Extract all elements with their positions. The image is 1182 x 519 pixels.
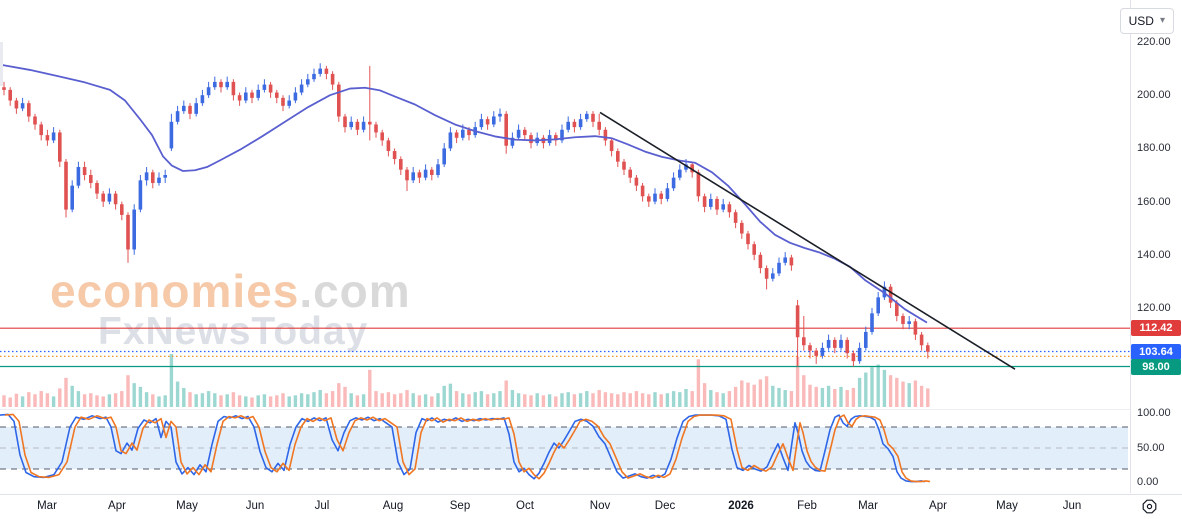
price-tick-label: 160.00 [1137, 195, 1171, 208]
support-price-badge: 98.00 [1131, 358, 1181, 375]
volume-bars [2, 354, 930, 407]
time-axis-label[interactable]: Feb [797, 500, 817, 512]
currency-dropdown-button[interactable]: USD ▾ [1119, 8, 1174, 34]
last-price-badge: 103.64 [1131, 343, 1181, 360]
chevron-down-icon: ▾ [1159, 15, 1165, 26]
candles [2, 63, 930, 367]
pane-separator [0, 409, 1130, 410]
price-tick-label: 140.00 [1137, 248, 1171, 261]
time-axis-label[interactable]: May [176, 500, 198, 512]
left-edge-fragment [0, 42, 3, 86]
price-tick-label: 220.00 [1137, 36, 1171, 48]
chart-canvas[interactable] [0, 0, 1130, 493]
stochastic-signal-line [4, 413, 931, 483]
time-axis-label[interactable]: Dec [654, 500, 676, 512]
price-tick-label: 180.00 [1137, 142, 1171, 155]
time-axis-label[interactable]: Nov [589, 500, 611, 512]
time-axis-label[interactable]: Mar [858, 500, 878, 512]
currency-label: USD [1128, 14, 1154, 28]
time-axis[interactable]: Mar Apr May Jun Jul Aug Sep Oct Nov Dec 2026 Feb Mar… [0, 494, 1182, 519]
oscillator-tick-label: 0.00 [1137, 476, 1159, 488]
scale-settings-icon[interactable] [1141, 498, 1158, 515]
oscillator-tick-label: 50.00 [1137, 442, 1165, 454]
time-axis-label[interactable]: May [996, 500, 1018, 512]
time-axis-label[interactable]: Jun [245, 500, 265, 512]
moving-average-line[interactable] [0, 63, 928, 324]
time-axis-label[interactable]: Oct [516, 500, 534, 512]
oscillator-tick-label: 100.00 [1137, 407, 1171, 419]
time-axis-label[interactable]: Mar [37, 500, 57, 512]
price-axis[interactable]: 220.00 200.00 180.00 160.00 140.00 120.00 100.… [1130, 0, 1182, 493]
time-axis-label[interactable]: Apr [108, 500, 126, 512]
price-tick-label: 120.00 [1137, 302, 1171, 314]
time-axis-label[interactable]: Apr [929, 500, 947, 512]
price-tick-label: 200.00 [1137, 89, 1171, 102]
time-axis-label[interactable]: Jul [314, 500, 330, 512]
chart-area[interactable]: economies.com FxNewsToday [0, 0, 1130, 493]
descending-trendline[interactable] [599, 111, 1016, 370]
time-axis-label[interactable]: 2026 [728, 500, 754, 512]
time-axis-label[interactable]: Jun [1062, 500, 1082, 512]
time-axis-label[interactable]: Sep [449, 500, 471, 512]
resistance-price-badge: 112.42 [1131, 320, 1181, 337]
time-axis-label[interactable]: Aug [382, 500, 404, 512]
